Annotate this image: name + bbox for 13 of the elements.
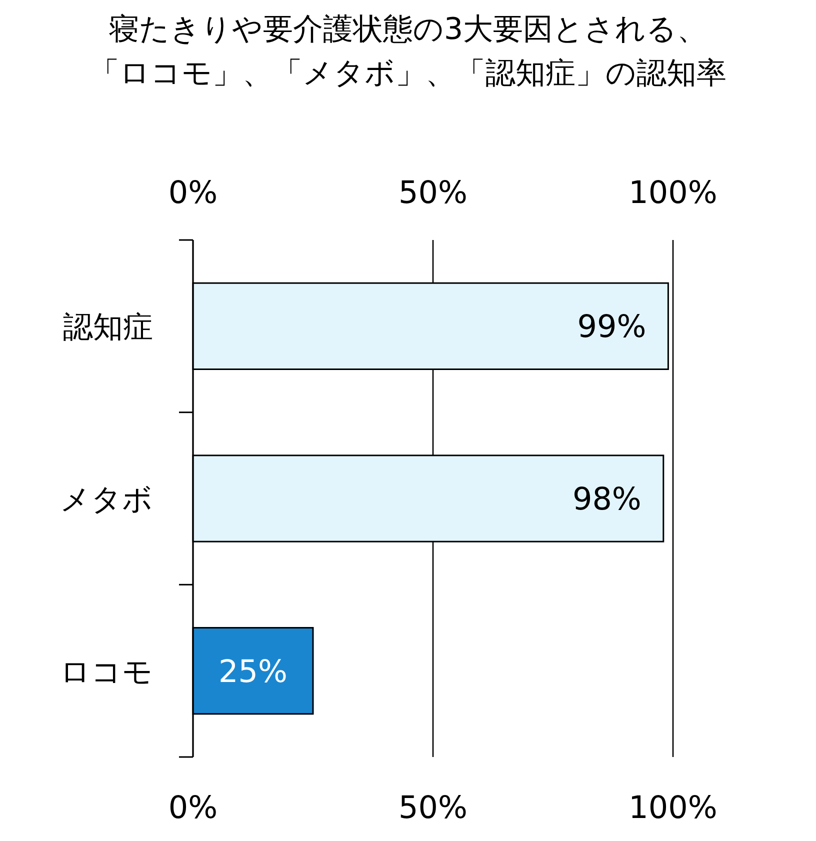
chart-title: 寝たきりや要介護状態の3大要因とされる、「ロコモ」、「メタボ」、「認知症」の認知率	[88, 11, 728, 93]
x-tick-label: 0%	[168, 175, 218, 211]
y-tick-label: ロコモ	[60, 654, 153, 690]
x2-tick-label: 100%	[628, 790, 718, 826]
x2-tick-label: 50%	[398, 790, 468, 826]
x2-tick-label: 0%	[168, 790, 218, 826]
data-label: 99%	[577, 309, 646, 346]
y-tick-label: メタボ	[60, 482, 153, 518]
x-tick-label: 50%	[398, 175, 468, 211]
x-tick-label: 100%	[628, 175, 718, 211]
data-label: 25%	[218, 654, 288, 690]
data-label: 98%	[572, 482, 642, 518]
y-tick-label: 認知症	[63, 310, 153, 346]
